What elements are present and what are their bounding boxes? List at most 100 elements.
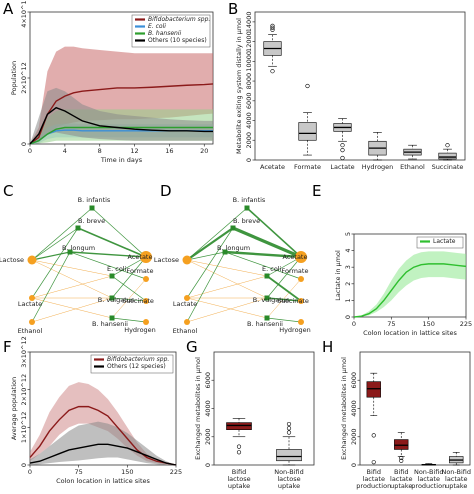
legend-label: E. coli [148,23,166,30]
box-body [394,439,409,450]
outlier-point [286,426,292,431]
x-axis-label: Colon location in lattice sites [363,329,457,337]
metabolite-node [184,295,190,301]
y-axis-label: Exchanged metabolites in μmol [340,357,348,460]
series-line-3 [29,106,213,145]
edge-flux [266,297,302,302]
legend-box [90,354,174,374]
panel-label-A: A [3,0,14,18]
edge-flux [266,256,302,299]
edge-uptake [186,259,268,277]
x-tick-label: 75 [75,468,83,476]
node-label: Lactose [154,256,179,264]
node-label: B. vulgatus [98,296,135,304]
y-tick-label: 3 [344,265,352,269]
series-line-2 [29,126,213,145]
outlier-point [270,23,275,28]
y-tick-label: 8000 [245,73,253,90]
box-1 [394,432,409,463]
edge-flux [31,251,71,261]
species-node [264,295,270,301]
node-label: Acetate [283,253,308,261]
box-0 [366,372,381,465]
box-body [366,381,381,398]
y-tick-label: 6000 [245,93,253,110]
y-tick-label: 5 [344,232,352,236]
outlier-point [236,444,242,449]
chart-B: Acetate Formate Lactate Hydrogen Ethanol Succ… [235,12,466,171]
panel-label-D: D [160,182,172,200]
box-body [276,449,302,462]
y-tick-label: 12000 [245,31,253,52]
species-node [109,273,115,279]
node-label: E. coli [262,265,282,273]
y-tick-label: 10000 [245,51,253,72]
outlier-point [399,458,404,463]
y-tick-label: 6000 [204,372,212,389]
outlier-point [236,450,242,455]
y-tick-label: 0 [204,463,212,467]
panel-label-B: B [228,0,238,18]
panel-label-C: C [3,182,13,200]
category-label: Bifid lactate uptake [390,468,412,490]
species-node [67,249,73,255]
edge-flux [186,227,234,261]
box-2 [333,118,352,161]
species-node [264,273,270,279]
edge-flux [31,251,71,323]
node-label: B. hansenii [92,320,128,328]
node-label: Succinate [122,297,154,305]
edge-uptake [186,259,268,299]
x-axis-label: Time in days [100,156,143,164]
edge-uptake [186,275,268,299]
node-label: B. infantis [233,196,266,204]
box-0 [263,23,282,74]
node-label: B. breve [78,217,105,225]
node-label: Succinate [277,297,309,305]
category-label: Formate [294,163,321,171]
node-label: B. hansenii [247,320,283,328]
category-label: Acetate [260,163,285,171]
outlier-point [445,143,450,148]
edge-flux [31,207,93,261]
category-label: Ethanol [400,163,425,171]
node-label: B. breve [233,217,260,225]
chart-A: 0 4 8 12 16 20 0 2×10^12 4×10^12 Time in days Popu… [10,0,214,164]
panel-label-G: G [186,338,198,356]
metabolite-node [295,251,307,263]
y-tick-label: 1×10^12 [20,412,28,444]
metabolite-node [184,319,190,325]
node-label: E. coli [107,265,127,273]
x-tick-label: 225 [170,468,182,476]
category-label: Lactate [330,163,354,171]
species-node [109,295,115,301]
y-tick-label: 1 [344,298,352,302]
edge-flux [31,227,79,261]
y-tick-label: 3×10^12 [20,336,28,368]
panel-label-E: E [312,182,321,200]
edge-flux [266,275,302,302]
y-tick-label: 0 [344,315,352,319]
y-tick-label: 2 [344,282,352,286]
node-label: Hydrogen [124,326,156,334]
node-label: Acetate [128,253,153,261]
edge-flux [111,275,147,302]
y-tick-label: 4×10^12 [20,0,28,28]
x-tick-label: 16 [165,147,173,155]
edge-flux [186,251,226,261]
edge-flux [186,251,226,323]
legend-label: Bifidobacterium spp. [107,356,169,363]
y-tick-label: 6000 [350,372,358,389]
edge-uptake [31,297,113,323]
y-tick-label: 2×10^12 [20,374,28,406]
edge-uptake [111,278,147,319]
metabolite-node [143,319,149,325]
band-1 [30,421,176,465]
edge-flux [111,256,147,277]
edge-flux [266,317,302,323]
metabolite-node [27,255,37,265]
box-body [226,422,252,430]
node-label: B. longum [217,244,250,252]
x-tick-label: 225 [460,320,472,328]
